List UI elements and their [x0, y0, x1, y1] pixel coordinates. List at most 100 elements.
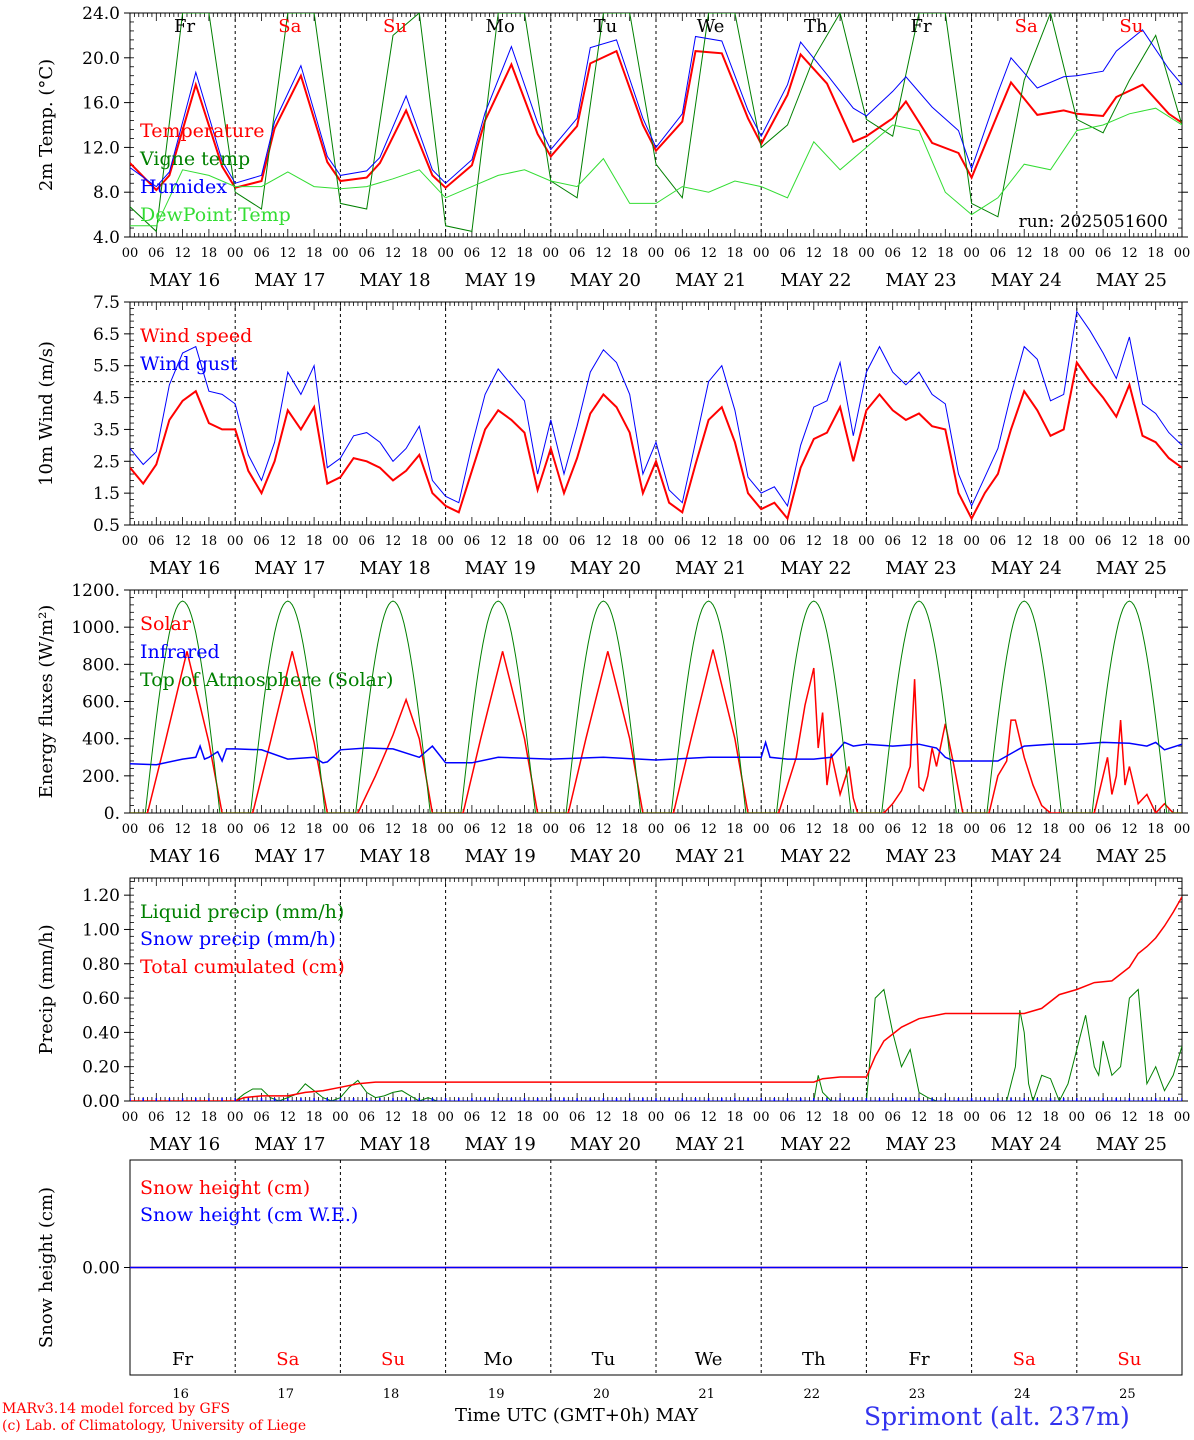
y-axis-label: 2m Temp. (°C): [36, 59, 57, 191]
date-label: MAY 24: [991, 846, 1062, 867]
hour-tick-label: 18: [1042, 246, 1059, 261]
hour-tick-label: 00: [1069, 822, 1086, 837]
hour-tick-label: 12: [1121, 534, 1138, 549]
date-label: MAY 17: [254, 270, 325, 291]
date-label: MAY 22: [780, 270, 851, 291]
hour-tick-label: 06: [358, 246, 375, 261]
hour-tick-label: 06: [253, 822, 270, 837]
date-label: MAY 23: [885, 1134, 956, 1155]
hour-tick-label: 12: [700, 534, 717, 549]
hour-tick-label: 18: [306, 822, 323, 837]
hour-tick-label: 18: [937, 822, 954, 837]
date-label: MAY 24: [991, 558, 1062, 579]
series-line: [130, 988, 1182, 1101]
weekday-label: Sa: [1015, 16, 1038, 37]
hour-tick-label: 00: [648, 822, 665, 837]
legend-entry: Solar: [140, 613, 192, 635]
y-tick-label: 0.80: [82, 955, 120, 975]
series-line: [130, 896, 1182, 1101]
hour-tick-label: 06: [990, 1110, 1007, 1125]
hour-tick-label: 12: [280, 534, 297, 549]
date-label: MAY 21: [675, 270, 746, 291]
weekday-label: Fr: [908, 1349, 929, 1370]
hour-tick-label: 18: [201, 534, 218, 549]
weekday-label: Fr: [172, 1349, 193, 1370]
hour-tick-label: 00: [753, 822, 770, 837]
hour-tick-label: 06: [1095, 246, 1112, 261]
hour-tick-label: 18: [516, 246, 533, 261]
panel-2: 0.5 1.5 2.5 3.5 4.5 5.5 6.5 7.5 10m Wind (m/s) Wi…: [36, 293, 1190, 579]
hour-tick-label: 06: [779, 1110, 796, 1125]
hour-tick-label: 00: [437, 534, 454, 549]
panel-5: 0.00 Snow height (cm) Snow height (cm) Snow…: [36, 1159, 1188, 1402]
hour-tick-label: 00: [227, 822, 244, 837]
hour-tick-label: 06: [1095, 534, 1112, 549]
series-line: [130, 13, 1182, 233]
legend-entry: DewPoint Temp: [140, 204, 291, 226]
hour-tick-label: 06: [779, 534, 796, 549]
hour-tick-label: 18: [832, 534, 849, 549]
legend-entry: Humidex: [140, 176, 227, 198]
hour-tick-label: 18: [411, 534, 428, 549]
hour-tick-label: 12: [174, 246, 191, 261]
date-label: MAY 24: [991, 270, 1062, 291]
legend-entry: Total cumulated (cm): [140, 956, 345, 978]
hour-tick-label: 06: [148, 1110, 165, 1125]
date-label: MAY 23: [885, 270, 956, 291]
y-tick-label: 4.5: [93, 389, 120, 409]
hour-tick-label: 18: [1042, 822, 1059, 837]
hour-tick-label: 00: [227, 534, 244, 549]
hour-tick-label: 06: [464, 246, 481, 261]
date-label: MAY 22: [780, 558, 851, 579]
hour-tick-label: 18: [516, 534, 533, 549]
day-number-label: 24: [1014, 1387, 1031, 1402]
panel-4: 0.00 0.20 0.40 0.60 0.80 1.00 1.20 Precip (mm/h…: [36, 877, 1190, 1155]
hour-tick-label: 00: [122, 246, 139, 261]
day-number-label: 25: [1119, 1387, 1136, 1402]
hour-tick-label: 12: [385, 246, 402, 261]
legend-entry: Snow precip (mm/h): [140, 928, 336, 950]
weekday-label: Th: [804, 16, 828, 37]
hour-tick-label: 12: [700, 246, 717, 261]
y-tick-label: 0.5: [93, 516, 120, 536]
hour-tick-label: 00: [1174, 246, 1191, 261]
hour-tick-label: 12: [385, 822, 402, 837]
hour-tick-label: 06: [674, 1110, 691, 1125]
hour-tick-label: 00: [648, 246, 665, 261]
hour-tick-label: 00: [1069, 246, 1086, 261]
legend-entry: Snow height (cm): [140, 1177, 310, 1199]
y-tick-label: 800.: [82, 655, 120, 675]
hour-tick-label: 12: [280, 822, 297, 837]
hour-tick-label: 18: [727, 822, 744, 837]
date-label: MAY 23: [885, 846, 956, 867]
hour-tick-label: 12: [806, 822, 823, 837]
hour-tick-label: 00: [543, 822, 560, 837]
hour-tick-label: 06: [464, 534, 481, 549]
y-tick-label: 16.0: [82, 94, 120, 114]
hour-tick-label: 18: [411, 1110, 428, 1125]
hour-tick-label: 06: [253, 1110, 270, 1125]
y-axis-label: 10m Wind (m/s): [36, 341, 57, 486]
hour-tick-label: 18: [201, 822, 218, 837]
hour-tick-label: 06: [884, 1110, 901, 1125]
y-tick-label: 3.5: [93, 420, 120, 440]
hour-tick-label: 18: [727, 1110, 744, 1125]
station-name: Sprimont (alt. 237m): [864, 1402, 1130, 1431]
hour-tick-label: 06: [253, 246, 270, 261]
weekday-label: Su: [383, 16, 407, 37]
y-tick-label: 1000.: [71, 618, 120, 638]
model-label: MARv3.14 model forced by GFS: [2, 1401, 231, 1417]
hour-tick-label: 18: [621, 246, 638, 261]
date-label: MAY 20: [570, 846, 641, 867]
hour-tick-label: 06: [674, 246, 691, 261]
hour-tick-label: 00: [753, 246, 770, 261]
day-number-label: 20: [593, 1387, 610, 1402]
hour-tick-label: 18: [621, 1110, 638, 1125]
hour-tick-label: 00: [1069, 1110, 1086, 1125]
hour-tick-label: 06: [569, 534, 586, 549]
hour-tick-label: 00: [858, 822, 875, 837]
y-axis-label: Snow height (cm): [36, 1187, 57, 1348]
hour-tick-label: 00: [1174, 822, 1191, 837]
date-label: MAY 25: [1096, 558, 1167, 579]
hour-tick-label: 00: [1069, 534, 1086, 549]
